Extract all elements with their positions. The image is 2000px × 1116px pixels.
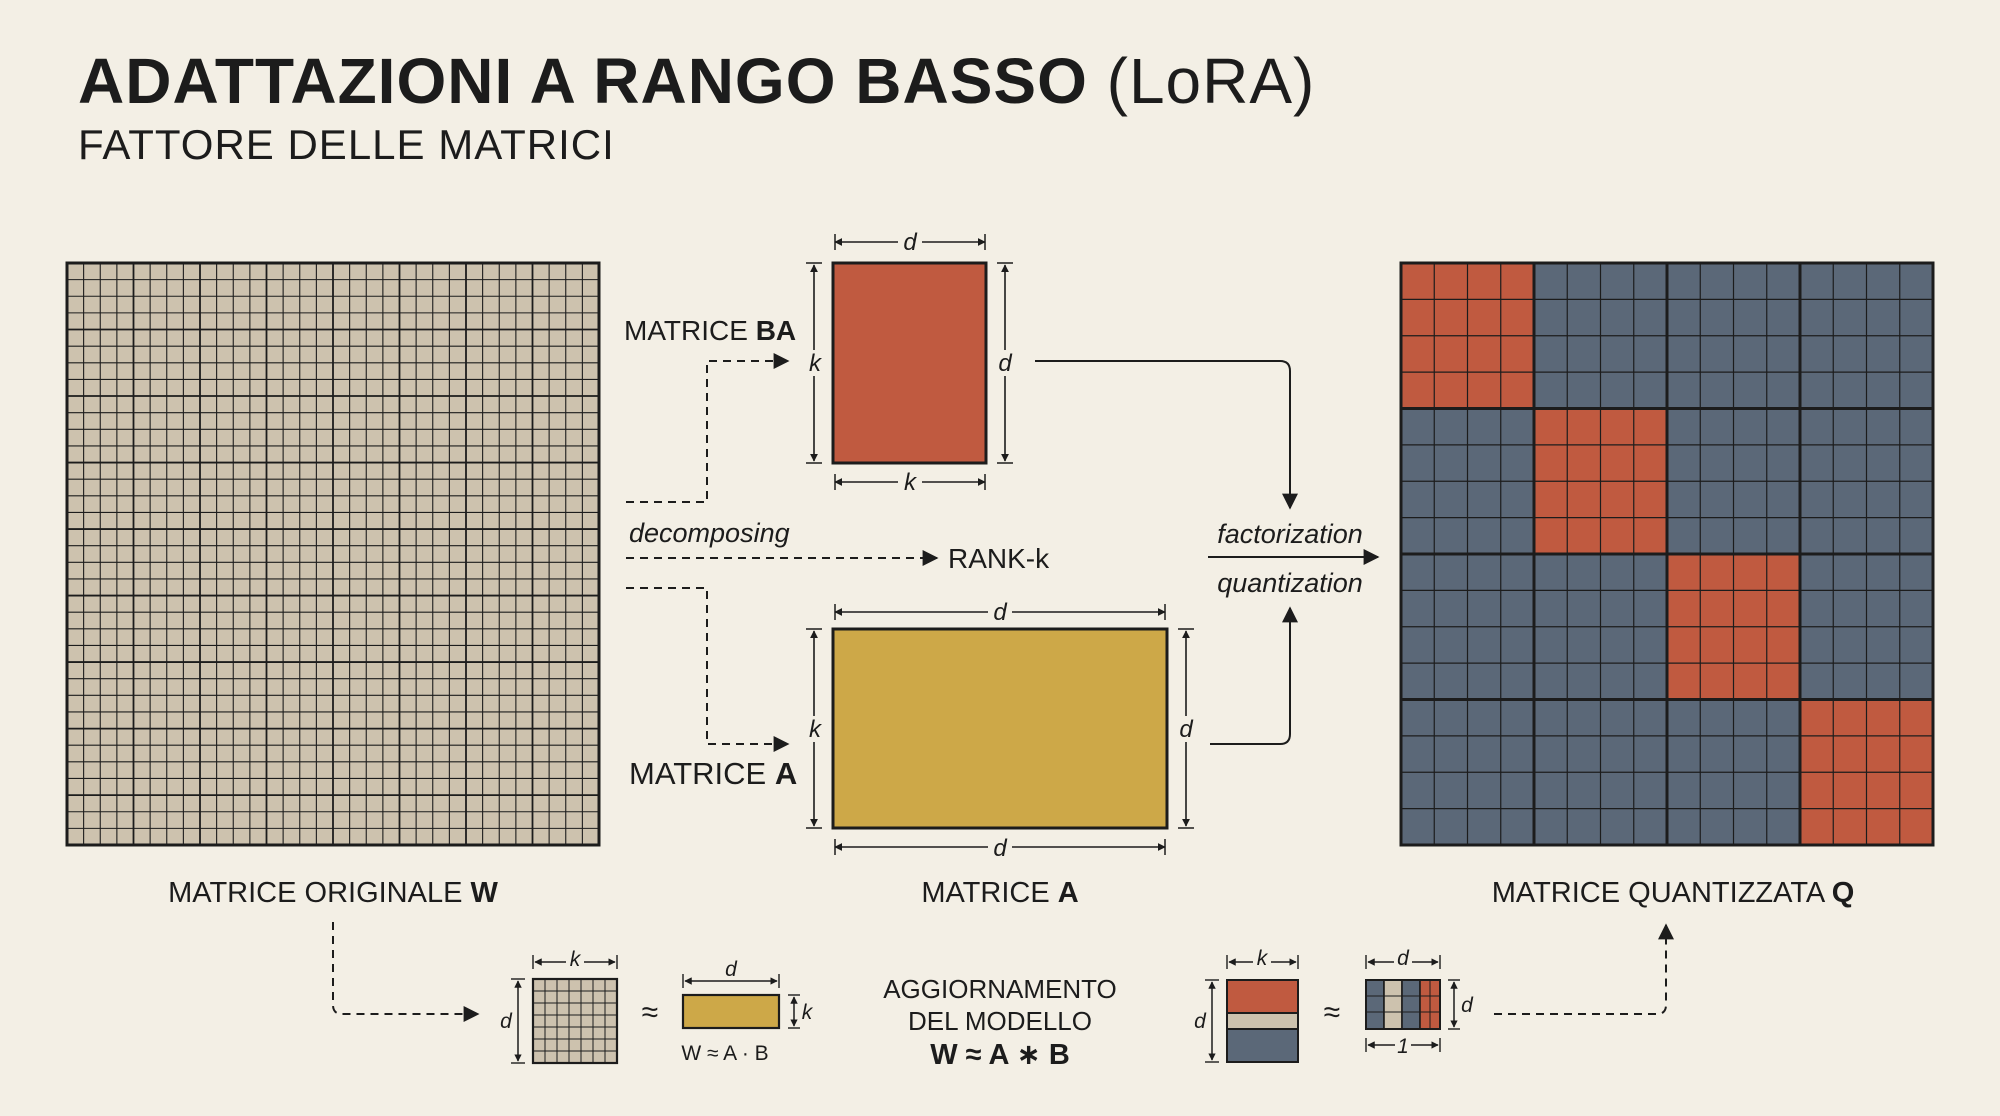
matrix-a-rect — [831, 627, 1169, 830]
approx-sign-1: ≈ — [642, 996, 658, 1029]
label-matrix-ba: MATRICE BA — [624, 315, 796, 346]
dim-label-mini-a-right: k — [802, 1001, 814, 1024]
label-decomposing: decomposing — [629, 518, 790, 548]
matrix-ba: d k d k — [803, 229, 1016, 496]
title-block: ADATTAZIONI A RANGO BASSO (LoRA) FATTORE… — [78, 45, 1316, 169]
caption-original: MATRICE ORIGINALE W — [168, 877, 498, 909]
dim-label-mini-a-top: d — [725, 958, 738, 981]
dim-label-qmini-bottom: 1 — [1397, 1035, 1409, 1058]
dim-label-a-bottom: d — [993, 835, 1007, 862]
dim-label-a-top: d — [993, 599, 1007, 626]
label-rank-k: RANK-k — [948, 543, 1050, 574]
dim-label-mini-left: d — [500, 1010, 513, 1033]
arrow-a-to-quantization — [1210, 606, 1298, 745]
page-title: ADATTAZIONI A RANGO BASSO (LoRA) — [78, 45, 1316, 117]
update-line-2: DEL MODELLO — [908, 1006, 1092, 1036]
dim-label-ba-left: k — [809, 350, 823, 377]
label-matrix-a-side: MATRICE A — [629, 756, 797, 791]
dim-label-ba-top: d — [903, 229, 917, 256]
approx-sign-2: ≈ — [1324, 996, 1340, 1029]
dim-label-qmini-top: d — [1397, 947, 1410, 970]
matrix-a: d k d d — [803, 599, 1197, 862]
update-formula: W ≈ A ∗ B — [930, 1039, 1070, 1071]
dim-label-ba-bottom: k — [904, 469, 918, 496]
dim-label-qmini-right: d — [1461, 994, 1474, 1017]
mini-quant-matrix — [1365, 979, 1441, 1030]
mini-matrix-a — [681, 993, 781, 1030]
dim-label-a-left: k — [809, 716, 823, 743]
dashed-arrow-original-to-mini — [332, 922, 480, 1022]
title-main: ADATTAZIONI A RANGO BASSO — [78, 45, 1088, 117]
label-factorization: factorization — [1217, 519, 1363, 549]
caption-quantized: MATRICE QUANTIZZATA Q — [1492, 877, 1855, 909]
title-paren: (LoRA) — [1106, 45, 1316, 117]
formula-small: W ≈ A · B — [681, 1042, 768, 1065]
original-matrix-w — [65, 261, 601, 847]
dashed-arrow-to-quantized — [1494, 923, 1674, 1015]
caption-matrix-a: MATRICE A — [921, 877, 1078, 909]
dashed-arrow-to-a — [626, 587, 790, 752]
dim-label-mini-top: k — [570, 948, 582, 971]
dim-label-stack-left: d — [1194, 1010, 1207, 1033]
mini-matrix-w — [531, 977, 619, 1065]
page-subtitle: FATTORE DELLE MATRICI — [78, 121, 615, 169]
dim-label-stack-top: k — [1257, 947, 1269, 970]
update-line-1: AGGIORNAMENTO — [883, 974, 1117, 1004]
arrow-ba-to-factorization — [1035, 360, 1298, 510]
label-quantization: quantization — [1217, 568, 1363, 598]
matrix-ba-rect — [831, 261, 988, 465]
mini-stacked-matrix — [1226, 979, 1299, 1063]
dim-label-ba-right: d — [998, 350, 1012, 377]
quantized-matrix-q — [1399, 261, 1935, 847]
dim-label-a-right: d — [1179, 716, 1193, 743]
dashed-arrow-to-ba — [626, 353, 790, 503]
